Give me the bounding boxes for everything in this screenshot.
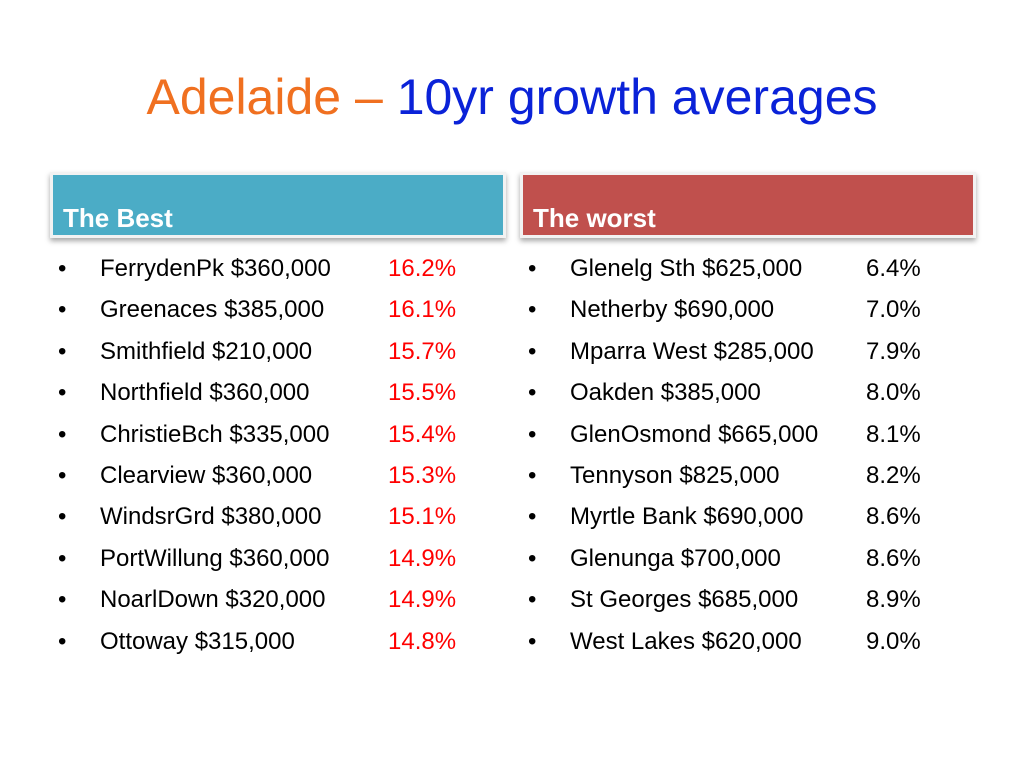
suburb-price: Ottoway $315,000 [100,627,295,655]
growth-value: 15.4% [388,420,457,448]
growth-value: 8.9% [866,586,921,614]
suburb-price: ChristieBch $335,000 [100,420,330,448]
suburb-price: Greenaces $385,000 [100,296,325,324]
bullet: • [528,420,537,448]
bullet: • [528,337,537,365]
bullet: • [528,627,537,655]
growth-value: 8.6% [866,503,921,531]
bullet: • [58,255,67,282]
suburb-price: Oakden $385,000 [570,379,761,407]
list-item: • FerrydenPk $360,000 16.2% [50,248,506,289]
list-item: • NoarlDown $320,000 14.9% [50,579,506,620]
suburb-price: PortWillung $360,000 [100,544,330,572]
list-item: • Clearview $360,000 15.3% [50,455,506,496]
suburb-price: GlenOsmond $665,000 [570,420,819,448]
suburb-price: Myrtle Bank $690,000 [570,503,804,531]
list-item: • West Lakes $620,000 9.0% [520,621,976,662]
bullet: • [58,586,67,614]
bullet: • [58,296,67,324]
bullet: • [58,627,67,655]
list-item: • PortWillung $360,000 14.9% [50,538,506,579]
best-list: • FerrydenPk $360,000 16.2% • Greenaces $38… [50,248,506,662]
suburb-price: Northfield $360,000 [100,379,310,407]
growth-value: 15.7% [388,337,457,365]
list-item: • Tennyson $825,000 8.2% [520,455,976,496]
growth-value: 7.0% [866,296,921,324]
list-item: • Mparra West $285,000 7.9% [520,331,976,372]
growth-value: 14.9% [388,586,457,614]
growth-value: 15.1% [388,503,457,531]
bullet: • [528,503,537,531]
bullet: • [58,461,67,489]
list-item: • Ottoway $315,000 14.8% [50,621,506,662]
bullet: • [528,586,537,614]
growth-value: 14.8% [388,627,457,655]
suburb-price: St Georges $685,000 [570,586,799,614]
bullet: • [58,379,67,407]
growth-value: 15.5% [388,379,457,407]
list-item: • Netherby $690,000 7.0% [520,289,976,330]
bullet: • [58,503,67,531]
suburb-price: Smithfield $210,000 [100,337,313,365]
list-item: • WindsrGrd $380,000 15.1% [50,496,506,537]
bullet: • [528,379,537,407]
bullet: • [528,296,537,324]
slide-title: Adelaide – 10yr growth averages [0,62,1024,132]
growth-value: 14.9% [388,544,457,572]
bullet: • [528,255,537,282]
list-item: • GlenOsmond $665,000 8.1% [520,414,976,455]
suburb-price: WindsrGrd $380,000 [100,503,322,531]
suburb-price: Netherby $690,000 [570,296,775,324]
best-column: The Best • FerrydenPk $360,000 16.2% • Gree… [50,172,506,662]
bullet: • [528,544,537,572]
growth-value: 8.0% [866,379,921,407]
suburb-price: NoarlDown $320,000 [100,586,326,614]
growth-value: 8.6% [866,544,921,572]
list-item: • Glenelg Sth $625,000 6.4% [520,248,976,289]
worst-column: The worst • Glenelg Sth $625,000 6.4% • Net… [520,172,976,662]
suburb-price: FerrydenPk $360,000 [100,255,331,282]
bullet: • [58,420,67,448]
list-item: • Oakden $385,000 8.0% [520,372,976,413]
best-header: The Best [50,172,506,238]
bullet: • [58,544,67,572]
worst-header: The worst [520,172,976,238]
growth-value: 6.4% [866,255,921,282]
growth-value: 7.9% [866,337,921,365]
list-item: • Myrtle Bank $690,000 8.6% [520,496,976,537]
suburb-price: West Lakes $620,000 [570,627,802,655]
list-item: • Glenunga $700,000 8.6% [520,538,976,579]
list-item: • Greenaces $385,000 16.1% [50,289,506,330]
suburb-price: Glenelg Sth $625,000 [570,255,803,282]
growth-value: 16.2% [388,255,457,282]
list-item: • Northfield $360,000 15.5% [50,372,506,413]
suburb-price: Glenunga $700,000 [570,544,781,572]
growth-value: 15.3% [388,461,457,489]
growth-value: 8.1% [866,420,921,448]
suburb-price: Mparra West $285,000 [570,337,814,365]
title-subject: 10yr growth averages [396,69,878,125]
suburb-price: Tennyson $825,000 [570,461,780,489]
worst-list: • Glenelg Sth $625,000 6.4% • Netherby $690… [520,248,976,662]
list-item: • St Georges $685,000 8.9% [520,579,976,620]
list-item: • Smithfield $210,000 15.7% [50,331,506,372]
growth-value: 9.0% [866,627,921,655]
list-item: • ChristieBch $335,000 15.4% [50,414,506,455]
suburb-price: Clearview $360,000 [100,461,313,489]
growth-value: 16.1% [388,296,457,324]
title-city: Adelaide – [146,69,397,125]
bullet: • [528,461,537,489]
bullet: • [58,337,67,365]
growth-value: 8.2% [866,461,921,489]
